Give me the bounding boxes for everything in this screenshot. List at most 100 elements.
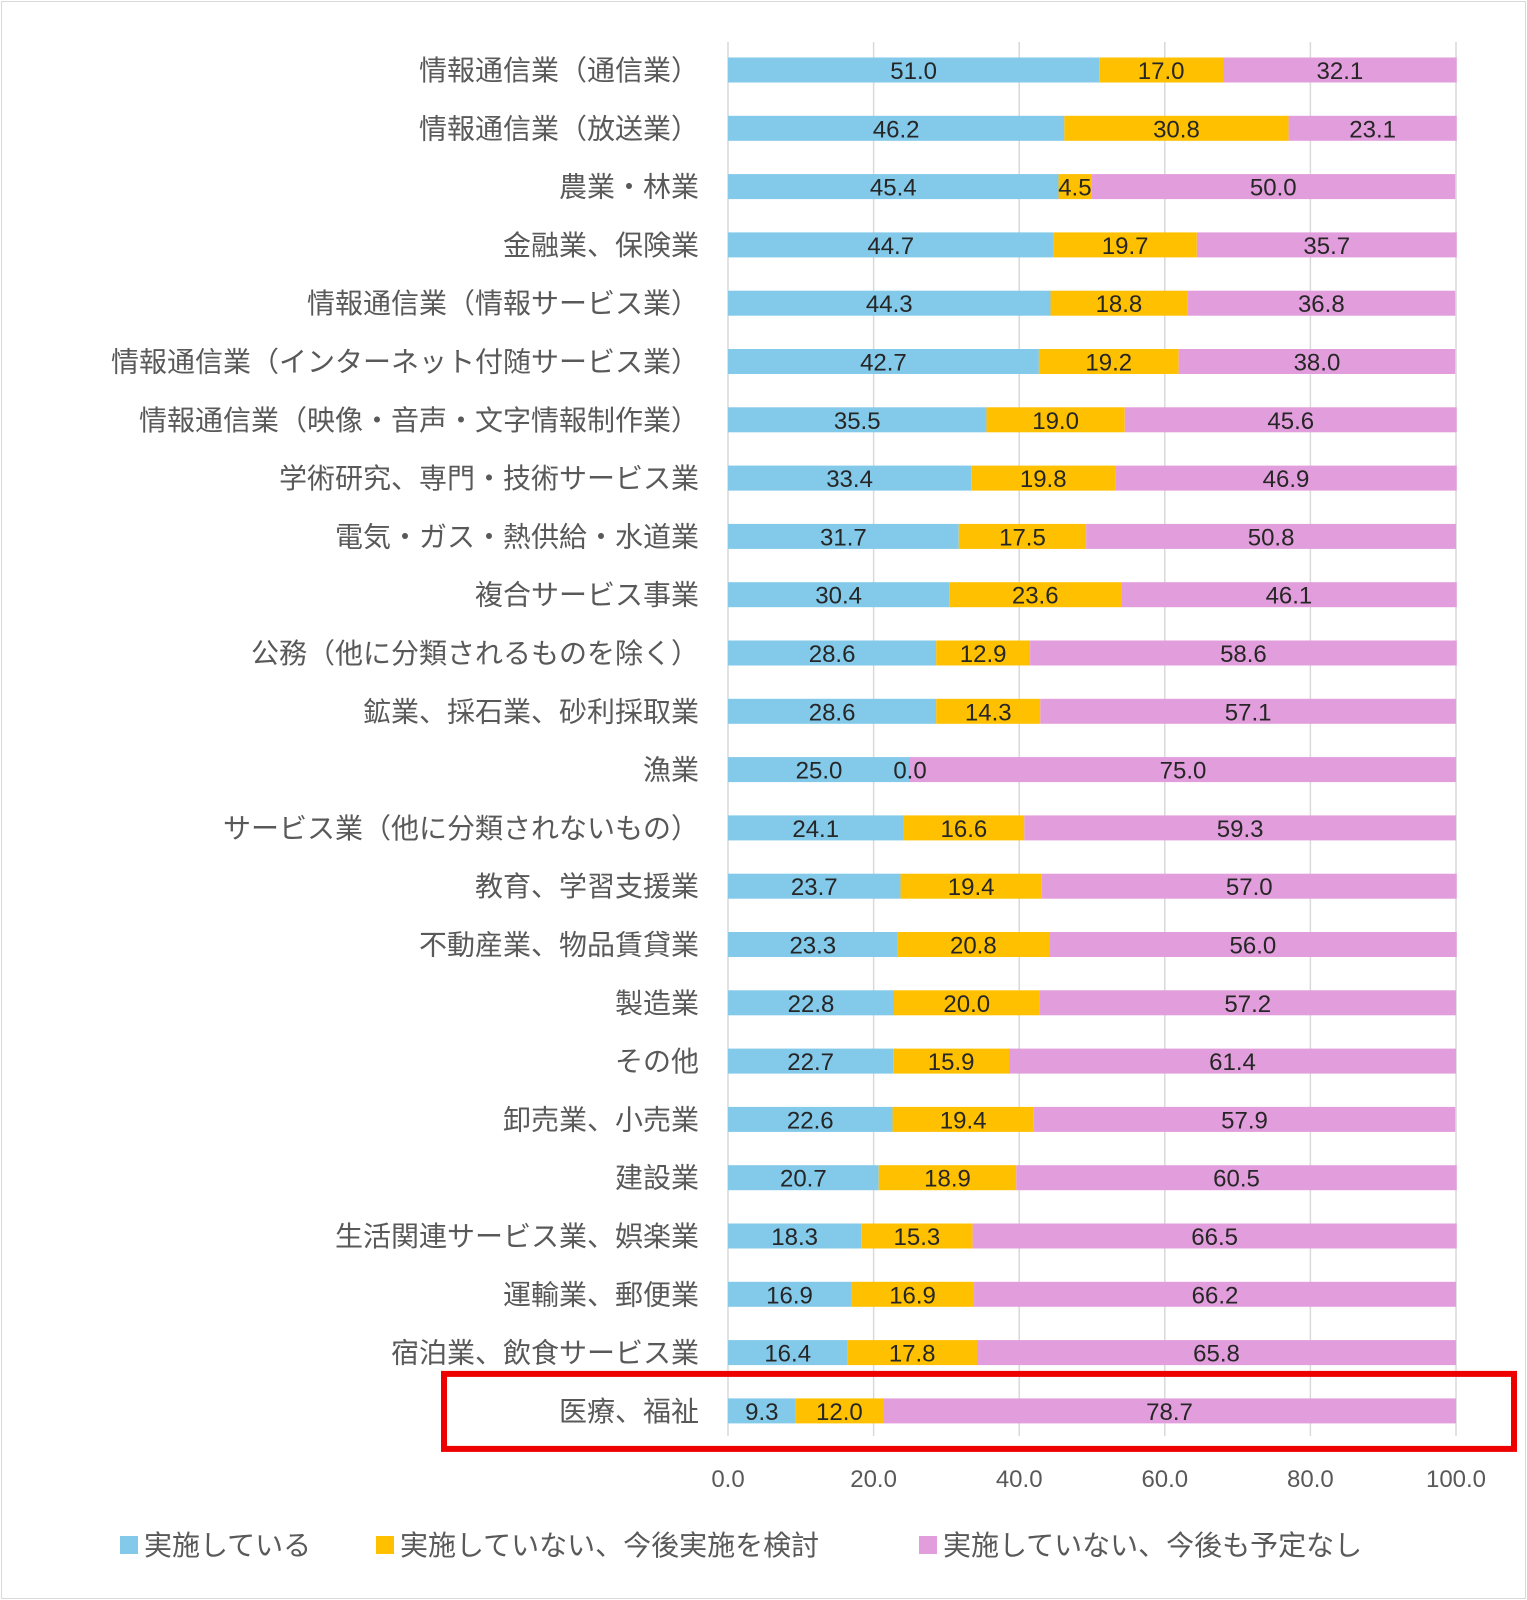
category-label: 情報通信業（映像・音声・文字情報制作業） (139, 404, 699, 437)
bar-segment (728, 523, 959, 549)
bar-segment (1178, 349, 1456, 374)
category-label: 情報通信業（インターネット付随サービス業） (111, 346, 699, 379)
bar-segment (728, 1106, 893, 1132)
category-label: その他 (615, 1045, 699, 1078)
data-label: 44.7 (867, 233, 914, 260)
data-label: 18.8 (1096, 291, 1143, 318)
data-label: 0.0 (893, 758, 926, 785)
x-tick-label: 40.0 (996, 1466, 1043, 1493)
legend-label: 実施している (144, 1529, 311, 1562)
category-label: 情報通信業（通信業） (419, 54, 699, 87)
data-label: 46.9 (1263, 466, 1310, 493)
bar-segment (936, 698, 1041, 724)
bar-segment (728, 932, 898, 957)
bar-segment (910, 757, 1456, 783)
bar-segment (1053, 232, 1197, 258)
bar-segment (1009, 1048, 1456, 1074)
data-label: 30.8 (1153, 116, 1200, 143)
data-label: 19.7 (1102, 233, 1149, 260)
data-label: 78.7 (1146, 1399, 1193, 1426)
data-label: 66.5 (1191, 1224, 1238, 1251)
bar-segment (974, 1281, 1456, 1307)
bar-segment (1288, 115, 1457, 141)
data-label: 14.3 (965, 699, 1012, 726)
gridlines (727, 42, 1457, 1436)
bar-segment (949, 582, 1122, 608)
data-label: 23.3 (789, 933, 836, 960)
data-label: 75.0 (1160, 758, 1207, 785)
bar-segment (861, 1223, 973, 1249)
data-label: 17.8 (889, 1341, 936, 1368)
data-label: 19.0 (1032, 408, 1079, 435)
data-label: 32.1 (1317, 58, 1364, 85)
category-label: 情報通信業（放送業） (419, 112, 699, 145)
bar-segment (903, 815, 1025, 841)
data-label: 51.0 (890, 58, 937, 85)
data-label: 19.4 (948, 874, 995, 901)
legend: 実施している 実施していない、今後実施を検討 実施していない、今後も予定なし (120, 1529, 1362, 1562)
data-label: 17.0 (1138, 58, 1185, 85)
data-label: 57.0 (1226, 874, 1273, 901)
bar-segment (728, 232, 1054, 258)
bar-segment (1124, 407, 1457, 433)
data-label: 16.4 (764, 1341, 811, 1368)
bar-segment (728, 1165, 879, 1191)
bar-segment (986, 407, 1125, 433)
bar-segment (1016, 1165, 1457, 1191)
data-label: 50.8 (1248, 524, 1295, 551)
data-label: 57.1 (1225, 699, 1272, 726)
data-label: 35.5 (834, 408, 881, 435)
data-label: 33.4 (826, 466, 873, 493)
data-label: 31.7 (820, 524, 867, 551)
data-label: 23.7 (791, 874, 838, 901)
bar-segment (900, 873, 1042, 899)
bar-segment (1223, 57, 1457, 83)
data-label: 36.8 (1298, 291, 1345, 318)
bar-segment (1049, 932, 1457, 957)
data-label: 46.2 (873, 116, 920, 143)
data-label: 22.7 (787, 1049, 834, 1076)
bar-segment (976, 1340, 1456, 1366)
bar-segment (728, 465, 972, 491)
bar-segment (883, 1398, 1456, 1424)
legend-swatch (919, 1536, 937, 1554)
bar-segment (728, 640, 937, 666)
data-label: 46.1 (1266, 583, 1313, 610)
x-axis-tick-labels: 0.0 20.0 40.0 60.0 80.0 100.0 (711, 1466, 1486, 1493)
category-label: 宿泊業、飲食サービス業 (391, 1337, 699, 1370)
bar-segment (1091, 174, 1456, 200)
data-label: 20.8 (950, 933, 997, 960)
data-label: 56.0 (1230, 933, 1277, 960)
data-label: 61.4 (1209, 1049, 1256, 1076)
data-label: 12.0 (816, 1399, 863, 1426)
bar-segment (892, 1106, 1034, 1132)
data-label: 57.9 (1221, 1107, 1268, 1134)
data-label: 19.8 (1020, 466, 1067, 493)
data-label: 66.2 (1192, 1282, 1239, 1309)
data-label: 30.4 (815, 583, 862, 610)
data-label: 44.3 (866, 291, 913, 318)
bar-segment (1030, 640, 1457, 666)
data-label: 18.9 (924, 1166, 971, 1193)
data-label: 24.1 (792, 816, 839, 843)
bar-segment (728, 290, 1051, 316)
category-label: 運輸業、郵便業 (503, 1278, 699, 1311)
category-labels: 情報通信業（通信業） 情報通信業（放送業） 農業・林業金融業、保険業情報通信業（情報… (111, 54, 699, 1428)
bar-segment (1187, 290, 1456, 316)
bar-segment (1196, 232, 1457, 258)
data-label: 50.0 (1250, 175, 1297, 202)
x-tick-label: 20.0 (850, 1466, 897, 1493)
bar-segment (1050, 290, 1188, 316)
category-label: 公務（他に分類されるものを除く） (251, 637, 699, 670)
bar-segment (728, 990, 894, 1016)
bar-segment (1086, 523, 1456, 549)
data-label: 28.6 (809, 641, 856, 668)
bar-segment (1121, 582, 1457, 608)
category-label: 金融業、保険業 (503, 229, 699, 262)
data-label: 57.2 (1224, 991, 1271, 1018)
data-label: 42.7 (860, 350, 907, 377)
bar-segment (958, 523, 1087, 549)
bar-segment (893, 990, 1040, 1016)
bar-segment (1064, 115, 1289, 141)
